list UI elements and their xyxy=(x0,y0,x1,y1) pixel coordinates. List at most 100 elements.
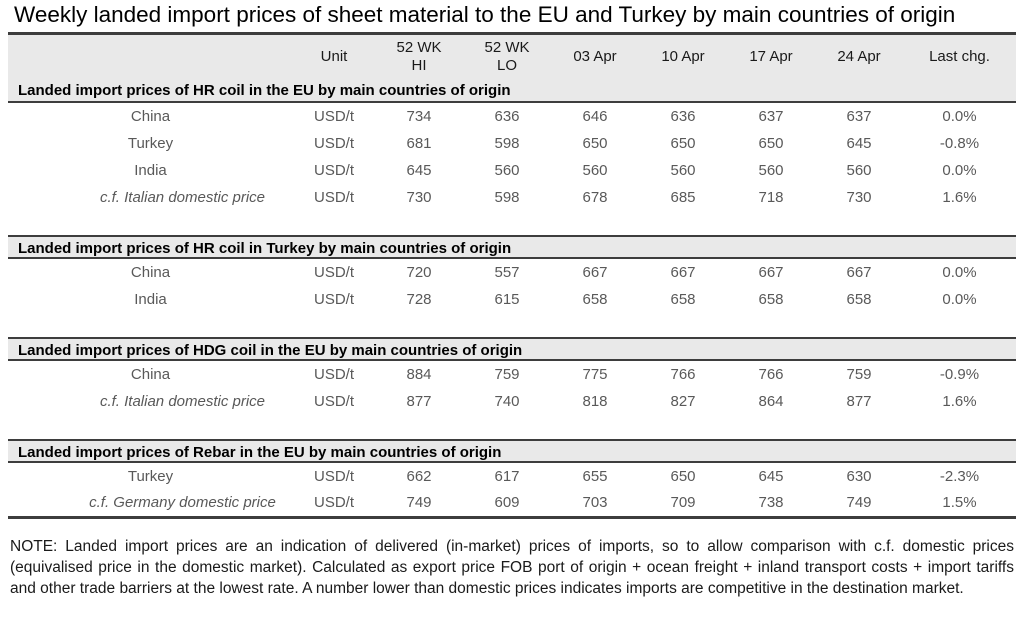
price-cell: 560 xyxy=(846,162,872,179)
table-row: Turkey USD/t 681 598 650 650 650 645 -0.… xyxy=(8,130,1016,157)
table-row: India USD/t 645 560 560 560 560 560 0.0% xyxy=(8,157,1016,184)
section-gap xyxy=(8,313,1016,337)
price-cell: 637 xyxy=(758,108,784,125)
row-label: India xyxy=(134,162,167,179)
price-cell: 877 xyxy=(406,393,432,410)
price-cell: 650 xyxy=(670,135,696,152)
price-cell: 685 xyxy=(670,189,696,206)
price-cell: 630 xyxy=(846,468,872,485)
price-cell: 766 xyxy=(670,366,696,383)
price-cell: 681 xyxy=(406,135,432,152)
price-cell: 658 xyxy=(846,291,872,308)
price-cell: 864 xyxy=(758,393,784,410)
price-cell: 658 xyxy=(758,291,784,308)
price-cell: 645 xyxy=(406,162,432,179)
change-cell: 1.6% xyxy=(942,189,977,206)
price-cell: 560 xyxy=(582,162,608,179)
column-header-empty xyxy=(8,35,293,79)
price-cell: 766 xyxy=(758,366,784,383)
price-cell: 598 xyxy=(494,135,520,152)
page-title: Weekly landed import prices of sheet mat… xyxy=(14,2,956,27)
price-cell: 738 xyxy=(758,494,784,512)
column-header-row: Unit 52 WK HI 52 WK LO 03 Apr 10 Apr 17 Ap… xyxy=(8,35,1016,79)
row-label-cf: c.f. Italian domestic price xyxy=(99,393,266,410)
unit-cell: USD/t xyxy=(313,264,354,281)
price-cell: 734 xyxy=(406,108,432,125)
table-row: c.f. Italian domestic price USD/t 730 59… xyxy=(8,184,1016,211)
price-cell: 636 xyxy=(670,108,696,125)
price-cell: 615 xyxy=(494,291,520,308)
column-header-unit: Unit xyxy=(320,48,348,65)
price-cell: 617 xyxy=(494,468,520,485)
price-cell: 655 xyxy=(582,468,608,485)
table-row: China USD/t 884 759 775 766 766 759 -0.9… xyxy=(8,361,1016,388)
row-label: China xyxy=(130,108,171,125)
change-cell: -2.3% xyxy=(939,468,980,485)
price-cell: 740 xyxy=(494,393,520,410)
footnote: NOTE: Landed import prices are an indica… xyxy=(10,537,1014,597)
table-row: Turkey USD/t 662 617 655 650 645 630 -2.… xyxy=(8,463,1016,490)
row-label: India xyxy=(134,291,167,308)
column-header-52wk-hi: 52 WK HI xyxy=(396,39,442,74)
section-header-hr-coil-eu: Landed import prices of HR coil in the E… xyxy=(8,79,1016,103)
row-label: China xyxy=(130,366,171,383)
row-label: Turkey xyxy=(127,468,174,485)
section-header-hdg-coil-eu: Landed import prices of HDG coil in the … xyxy=(8,337,1016,361)
price-cell: 703 xyxy=(582,494,608,512)
column-header-table: Unit 52 WK HI 52 WK LO 03 Apr 10 Apr 17 Ap… xyxy=(8,35,1016,79)
price-cell: 609 xyxy=(494,494,520,512)
unit-cell: USD/t xyxy=(313,189,354,206)
price-cell: 818 xyxy=(582,393,608,410)
price-cell: 730 xyxy=(846,189,872,206)
unit-cell: USD/t xyxy=(313,162,354,179)
table-row: China USD/t 734 636 646 636 637 637 0.0% xyxy=(8,103,1016,130)
section-table-hr-coil-eu: China USD/t 734 636 646 636 637 637 0.0%… xyxy=(8,103,1016,211)
price-cell: 749 xyxy=(846,494,872,512)
table-row: India USD/t 728 615 658 658 658 658 0.0% xyxy=(8,286,1016,313)
column-header-date-2: 10 Apr xyxy=(661,48,705,65)
column-header-date-3: 17 Apr xyxy=(749,48,793,65)
price-cell: 709 xyxy=(670,494,696,512)
column-header-52wk-lo: 52 WK LO xyxy=(484,39,530,74)
price-cell: 658 xyxy=(670,291,696,308)
table-header-band: Unit 52 WK HI 52 WK LO 03 Apr 10 Apr 17 Ap… xyxy=(8,32,1016,103)
price-cell: 827 xyxy=(670,393,696,410)
section-table-hdg-coil-eu: China USD/t 884 759 775 766 766 759 -0.9… xyxy=(8,361,1016,415)
section-gap xyxy=(8,211,1016,235)
change-cell: 0.0% xyxy=(942,264,977,281)
price-cell: 667 xyxy=(846,264,872,281)
price-cell: 730 xyxy=(406,189,432,206)
price-cell: 560 xyxy=(670,162,696,179)
price-cell: 650 xyxy=(758,135,784,152)
section-header-rebar-eu: Landed import prices of Rebar in the EU … xyxy=(8,439,1016,463)
unit-cell: USD/t xyxy=(313,468,354,485)
table-row: c.f. Germany domestic price USD/t 749 60… xyxy=(8,490,1016,517)
unit-cell: USD/t xyxy=(313,108,354,125)
price-cell: 728 xyxy=(406,291,432,308)
section-table-rebar-eu: Turkey USD/t 662 617 655 650 645 630 -2.… xyxy=(8,463,1016,519)
price-cell: 658 xyxy=(582,291,608,308)
price-cell: 759 xyxy=(494,366,520,383)
change-cell: 0.0% xyxy=(942,108,977,125)
change-cell: -0.8% xyxy=(939,135,980,152)
price-cell: 667 xyxy=(670,264,696,281)
price-cell: 718 xyxy=(758,189,784,206)
price-cell: 646 xyxy=(582,108,608,125)
unit-cell: USD/t xyxy=(313,366,354,383)
change-cell: 0.0% xyxy=(942,291,977,308)
row-label: China xyxy=(130,264,171,281)
price-cell: 598 xyxy=(494,189,520,206)
price-cell: 720 xyxy=(406,264,432,281)
price-cell: 650 xyxy=(670,468,696,485)
section-table-hr-coil-turkey: China USD/t 720 557 667 667 667 667 0.0%… xyxy=(8,259,1016,313)
unit-cell: USD/t xyxy=(313,494,354,512)
price-cell: 662 xyxy=(406,468,432,485)
change-cell: 1.5% xyxy=(942,494,977,512)
section-gap xyxy=(8,415,1016,439)
unit-cell: USD/t xyxy=(313,135,354,152)
price-cell: 678 xyxy=(582,189,608,206)
price-cell: 759 xyxy=(846,366,872,383)
price-cell: 775 xyxy=(582,366,608,383)
change-cell: -0.9% xyxy=(939,366,980,383)
column-header-last-chg: Last chg. xyxy=(929,48,990,65)
